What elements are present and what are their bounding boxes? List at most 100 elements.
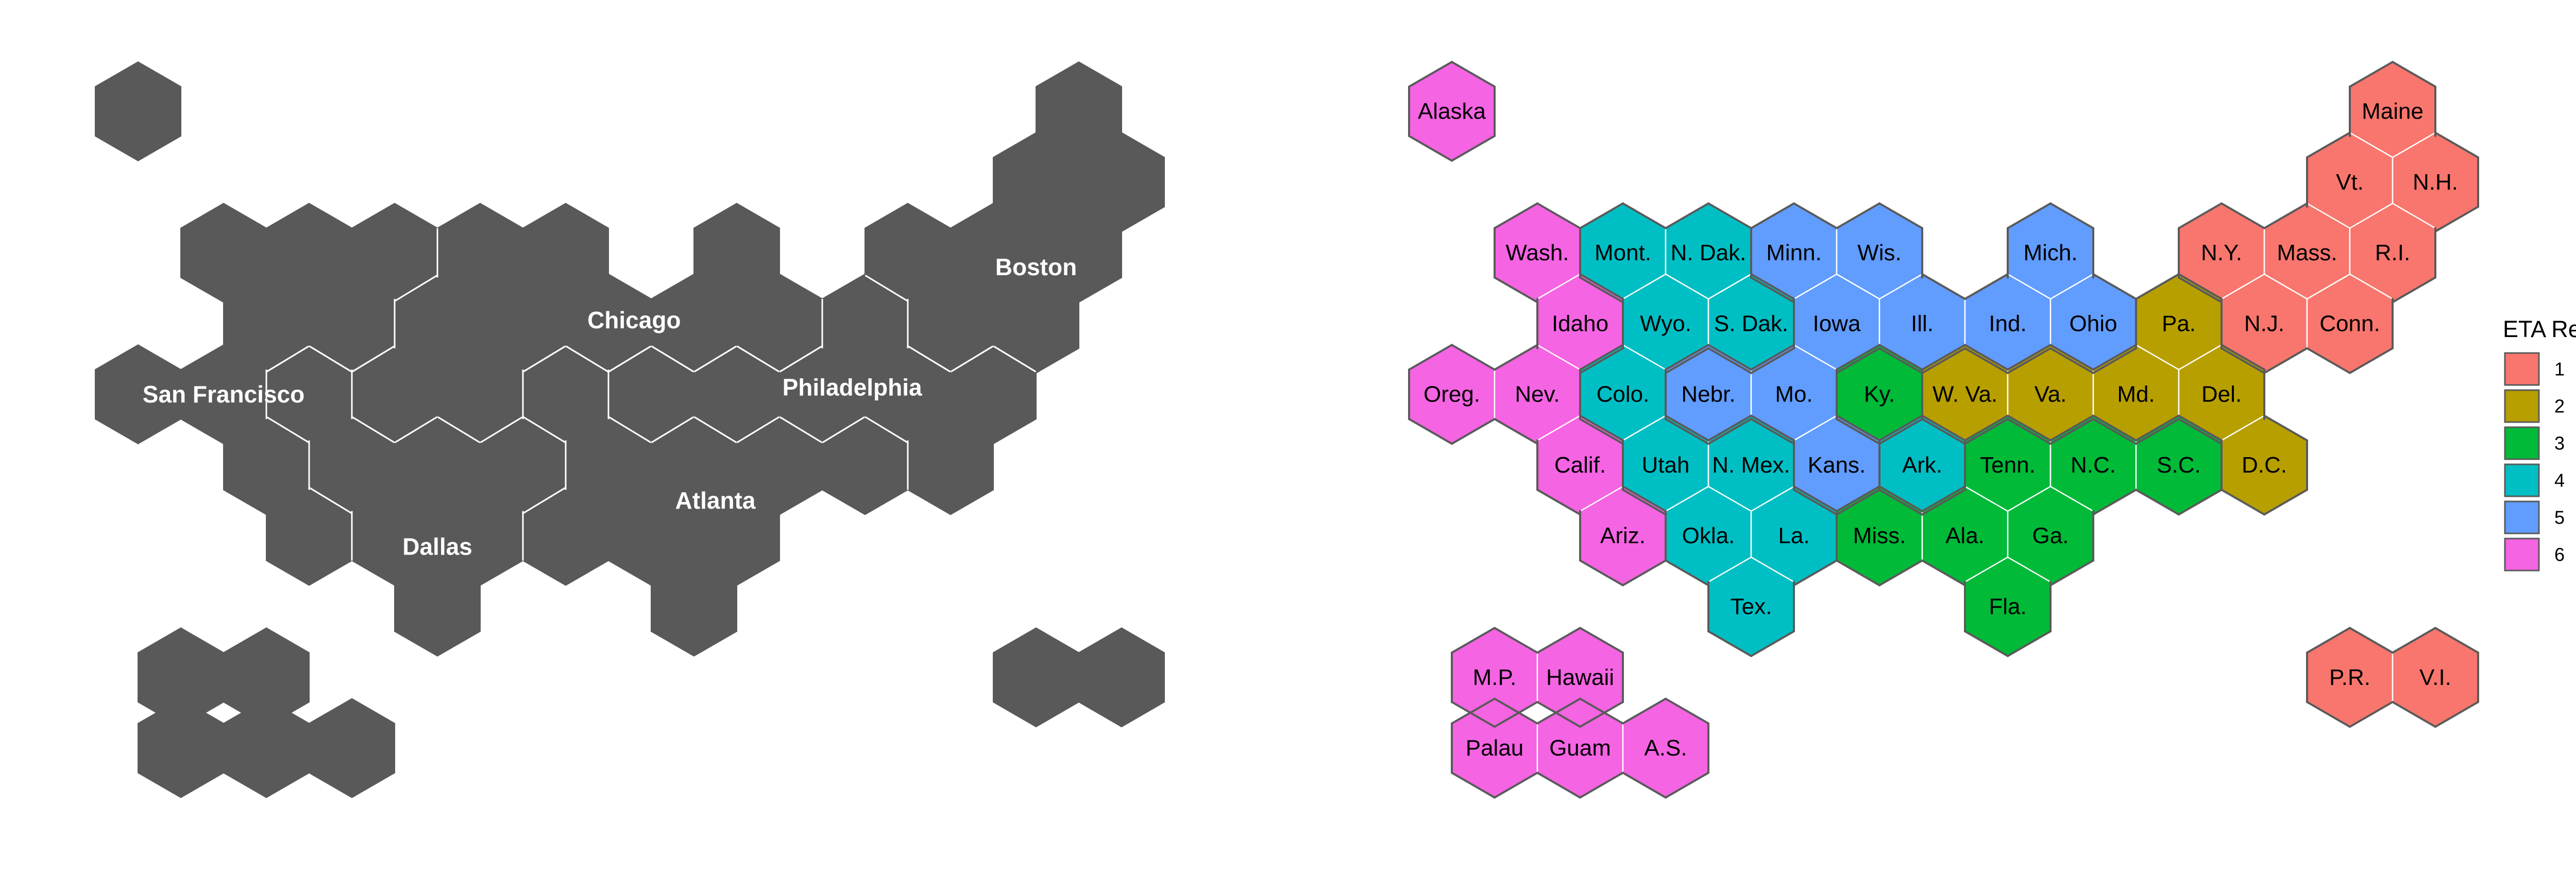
legend-items: 1 2 3 4 5 6 bbox=[2504, 352, 2565, 572]
region-outline-segment bbox=[1665, 697, 1709, 725]
region-outline-segment bbox=[1707, 202, 1752, 229]
state-label: Ind. bbox=[1989, 311, 2026, 336]
region-hex bbox=[1078, 627, 1165, 728]
region-label-boston: Boston bbox=[995, 254, 1077, 280]
legend-item-label: 5 bbox=[2554, 507, 2565, 528]
region-outline-segment bbox=[1665, 202, 1709, 229]
state-label: Wis. bbox=[1857, 240, 1902, 265]
region-outline-segment bbox=[1579, 276, 1624, 304]
region-outline-segment bbox=[1579, 697, 1624, 725]
region-border-segment bbox=[351, 416, 395, 443]
state-label: Miss. bbox=[1853, 523, 1906, 548]
region-border-segment bbox=[693, 416, 737, 443]
state-label: Ariz. bbox=[1600, 523, 1646, 548]
region-outline-segment bbox=[1964, 418, 2009, 445]
legend-title: ETA Region bbox=[2503, 316, 2576, 342]
legend-swatch bbox=[2504, 352, 2540, 386]
region-outline-segment bbox=[1707, 418, 1752, 445]
region-outline-segment bbox=[2221, 489, 2265, 516]
region-outline-segment bbox=[1579, 414, 1624, 442]
region-outline-segment bbox=[1579, 771, 1624, 799]
region-outline-segment bbox=[2221, 344, 2265, 371]
state-label: Minn. bbox=[1766, 240, 1822, 265]
region-outline-segment bbox=[1836, 202, 1880, 229]
region-outline-segment bbox=[1707, 344, 1752, 371]
region-outline-segment bbox=[1494, 701, 1538, 728]
region-outline-segment bbox=[1921, 418, 1966, 445]
state-label: W. Va. bbox=[1933, 382, 1997, 407]
region-outline-segment bbox=[1536, 627, 1581, 654]
region-outline-segment bbox=[2135, 273, 2180, 300]
legend-item-label: 3 bbox=[2554, 433, 2565, 454]
state-label: Ga. bbox=[2032, 523, 2069, 548]
region-outline-segment bbox=[1494, 771, 1538, 799]
region-outline-segment bbox=[1665, 414, 1709, 442]
region-border-segment bbox=[565, 345, 609, 373]
region-outline-segment bbox=[2178, 273, 2223, 300]
region-border-segment bbox=[779, 345, 823, 373]
eta-region-hex-map: Alaska Maine Vt. N.H. Wash. Mont. N. Dak. Minn.… bbox=[1408, 61, 2479, 799]
region-outline-segment bbox=[2007, 418, 2052, 445]
region-outline-segment bbox=[2349, 627, 2394, 654]
state-label: Ky. bbox=[1864, 382, 1895, 407]
state-label: Utah bbox=[1642, 452, 1690, 478]
state-label: Fla. bbox=[1989, 594, 2026, 619]
region-border-segment bbox=[266, 416, 310, 443]
region-outline-segment bbox=[1878, 418, 1923, 445]
region-border-segment bbox=[437, 416, 481, 443]
region-outline-segment bbox=[1750, 418, 1795, 445]
region-outline-segment bbox=[2221, 347, 2265, 374]
region-outline-segment bbox=[2263, 414, 2308, 442]
region-outline-segment bbox=[1921, 489, 1966, 516]
region-hex bbox=[394, 557, 481, 657]
region-border-segment bbox=[608, 345, 652, 373]
region-outline-segment bbox=[1750, 202, 1795, 229]
region-outline-segment bbox=[1878, 559, 1923, 586]
region-outline-segment bbox=[1707, 630, 1752, 657]
region-outline-segment bbox=[1665, 344, 1709, 371]
region-outline-segment bbox=[2007, 630, 2052, 657]
region-outline-segment bbox=[1707, 347, 1752, 374]
region-outline-segment bbox=[1579, 347, 1624, 374]
state-label: Md. bbox=[2117, 382, 2155, 407]
state-label: Mont. bbox=[1595, 240, 1651, 265]
state-label: Nev. bbox=[1515, 382, 1560, 407]
region-outline-segment bbox=[1878, 489, 1923, 516]
region-outline-segment bbox=[1793, 559, 1838, 586]
region-outline-segment bbox=[1622, 697, 1667, 725]
region-border-segment bbox=[736, 345, 780, 373]
state-hex-cells bbox=[1408, 61, 2479, 799]
region-outline-segment bbox=[1579, 701, 1624, 728]
region-outline-segment bbox=[1451, 344, 1496, 371]
region-outline-segment bbox=[2049, 414, 2094, 442]
region-outline-segment bbox=[2349, 347, 2394, 374]
state-label: Okla. bbox=[1682, 523, 1735, 548]
region-outline-segment bbox=[1878, 347, 1923, 374]
region-outline-segment bbox=[2263, 489, 2308, 516]
region-outline-segment bbox=[2306, 131, 2351, 159]
region-label-philadelphia: Philadelphia bbox=[783, 374, 922, 400]
region-hex bbox=[309, 698, 395, 798]
state-label: Va. bbox=[2035, 382, 2067, 407]
state-label: V.I. bbox=[2419, 665, 2451, 690]
state-label: Alaska bbox=[1418, 99, 1486, 124]
legend-item-label: 2 bbox=[2554, 396, 2565, 417]
region-border-segment bbox=[309, 345, 352, 373]
region-outline-segment bbox=[2392, 61, 2436, 88]
region-label-atlanta: Atlanta bbox=[675, 487, 756, 514]
state-label: M.P. bbox=[1473, 665, 1517, 690]
region-outline-segment bbox=[1494, 202, 1538, 229]
region-outline-segment bbox=[1451, 771, 1496, 799]
region-border-segment bbox=[865, 275, 908, 302]
region-border-segment bbox=[907, 345, 951, 373]
region-outline-segment bbox=[2434, 627, 2479, 654]
region-outline-segment bbox=[1964, 347, 2009, 374]
region-outline-segment bbox=[1579, 344, 1624, 371]
state-label: Idaho bbox=[1552, 311, 1608, 336]
state-label: Mo. bbox=[1775, 382, 1812, 407]
region-outline-segment bbox=[1665, 347, 1709, 374]
region-outline-segment bbox=[1622, 485, 1667, 512]
region-outline-segment bbox=[2306, 701, 2351, 728]
region-outline-segment bbox=[2349, 701, 2394, 728]
